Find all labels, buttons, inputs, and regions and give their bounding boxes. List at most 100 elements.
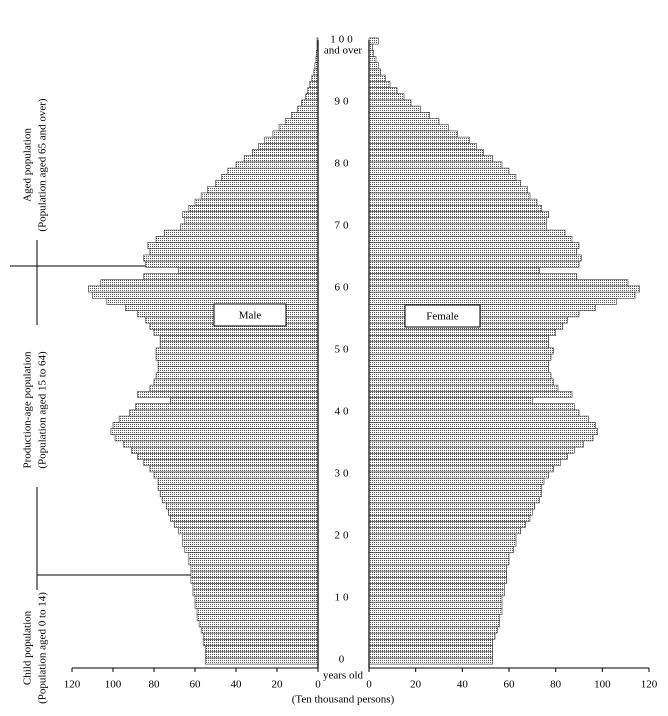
bar bbox=[190, 564, 319, 572]
bar bbox=[368, 514, 531, 522]
y-tick-label: 100 bbox=[330, 34, 356, 46]
group-label: Production-age population bbox=[22, 351, 34, 469]
bar bbox=[368, 390, 573, 398]
legend-label: Male bbox=[239, 310, 262, 322]
bar bbox=[188, 205, 319, 212]
bar bbox=[368, 347, 554, 355]
x-tick-label: 20 bbox=[410, 679, 422, 691]
x-tick-label: 0 bbox=[315, 679, 321, 691]
bar bbox=[182, 533, 319, 541]
bar bbox=[368, 533, 517, 541]
y-tick-label: 50 bbox=[335, 344, 352, 356]
bar bbox=[170, 514, 319, 522]
bar bbox=[368, 583, 505, 590]
bar bbox=[368, 564, 507, 572]
bar bbox=[196, 614, 319, 621]
bar bbox=[368, 130, 458, 138]
x-axis-label: (Ten thousand persons) bbox=[292, 694, 395, 706]
bar bbox=[368, 112, 430, 119]
bar bbox=[368, 99, 412, 107]
bar bbox=[147, 242, 319, 249]
bar bbox=[368, 496, 540, 504]
bar bbox=[100, 279, 319, 287]
bar bbox=[368, 601, 503, 609]
bar bbox=[157, 483, 319, 491]
bar bbox=[368, 490, 542, 497]
bar bbox=[163, 229, 319, 237]
y-top-note: and over bbox=[324, 45, 363, 57]
y-tick-label: 0 bbox=[339, 654, 348, 666]
bar bbox=[153, 378, 319, 386]
bar bbox=[155, 372, 319, 380]
bar bbox=[305, 93, 319, 101]
bar bbox=[143, 273, 319, 280]
y-tick-label: 30 bbox=[335, 468, 352, 480]
bar bbox=[174, 521, 319, 528]
bar bbox=[368, 446, 575, 454]
bar bbox=[368, 192, 531, 200]
bar bbox=[368, 248, 577, 256]
bar bbox=[368, 397, 533, 404]
bar bbox=[137, 390, 319, 398]
bar bbox=[200, 626, 319, 634]
bar bbox=[307, 87, 319, 94]
bar bbox=[168, 508, 319, 516]
bar bbox=[184, 217, 319, 225]
legend-box bbox=[404, 304, 481, 328]
y-bottom-note: years old bbox=[323, 670, 364, 682]
bar bbox=[368, 614, 500, 621]
bar bbox=[112, 421, 319, 429]
bar bbox=[243, 155, 319, 163]
bar bbox=[190, 576, 319, 584]
bar bbox=[368, 68, 381, 76]
y-tick-label: 10 bbox=[335, 592, 352, 604]
y-tick-label: 20 bbox=[335, 530, 352, 542]
bar bbox=[368, 632, 496, 640]
bar bbox=[368, 589, 505, 597]
bar bbox=[114, 434, 319, 442]
bar bbox=[368, 161, 503, 169]
group-sublabel: (Population aged 15 to 64) bbox=[37, 351, 49, 469]
bar bbox=[188, 552, 319, 559]
x-tick-label: 100 bbox=[594, 679, 611, 691]
bar bbox=[368, 558, 510, 566]
bar bbox=[368, 508, 533, 516]
bar bbox=[137, 452, 319, 460]
bar bbox=[368, 477, 545, 485]
bar bbox=[368, 254, 582, 262]
bar bbox=[204, 645, 319, 652]
x-tick-label: 80 bbox=[149, 679, 161, 691]
bar bbox=[118, 415, 319, 423]
bar bbox=[153, 471, 319, 479]
bar bbox=[166, 502, 319, 510]
bar bbox=[170, 397, 319, 404]
bar bbox=[131, 446, 319, 454]
bar bbox=[368, 459, 561, 466]
bar bbox=[368, 87, 398, 94]
bar bbox=[368, 638, 493, 646]
y-tick-label: 90 bbox=[335, 96, 352, 108]
group-label: Child population bbox=[22, 610, 34, 685]
bar bbox=[368, 205, 542, 212]
bar bbox=[143, 459, 319, 466]
bar bbox=[368, 607, 503, 615]
bar bbox=[311, 74, 319, 82]
bar bbox=[368, 74, 386, 82]
bar bbox=[368, 521, 526, 528]
bar bbox=[149, 248, 319, 256]
bar bbox=[368, 118, 440, 125]
bar bbox=[368, 434, 594, 442]
bar bbox=[368, 552, 510, 559]
bar bbox=[153, 328, 319, 336]
bar bbox=[291, 112, 319, 119]
bar bbox=[297, 105, 319, 113]
bar bbox=[368, 359, 549, 367]
bar bbox=[368, 366, 549, 373]
bar bbox=[155, 353, 319, 361]
bar bbox=[368, 657, 493, 665]
bar bbox=[368, 223, 547, 231]
bar bbox=[204, 651, 319, 659]
bar bbox=[368, 136, 470, 144]
bar bbox=[278, 124, 319, 132]
